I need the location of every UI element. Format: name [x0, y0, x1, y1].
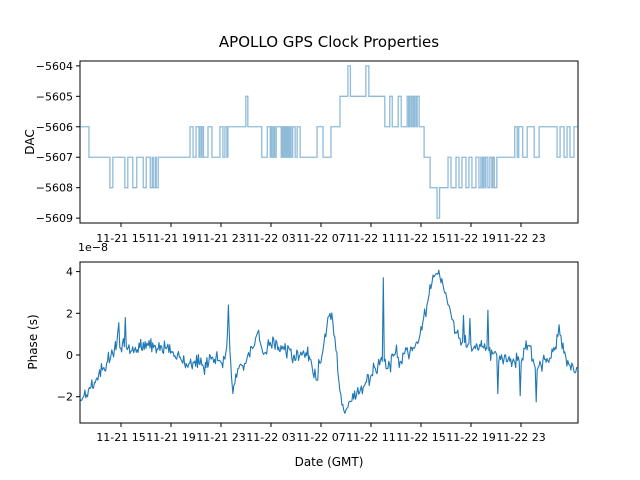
chart-title: APOLLO GPS Clock Properties	[218, 33, 440, 51]
bottom-axes-x-tick-label: 11-22 11	[346, 431, 395, 444]
bottom-axes-spine	[79, 261, 579, 424]
top-axes-x-tick-label: 11-22 23	[496, 232, 545, 245]
top-axes-spine	[79, 60, 579, 224]
dac-step-line	[80, 65, 578, 219]
phase-line	[79, 269, 579, 414]
date-axis-label: Date (GMT)	[294, 455, 364, 469]
top-axes-x-tick-label: 11-22 11	[346, 232, 395, 245]
top-axes-x-tick-label: 11-22 19	[446, 232, 495, 245]
bottom-axes-x-tick-label: 11-22 23	[496, 431, 545, 444]
bottom-axes-x-tick-label: 11-22 15	[396, 431, 445, 444]
top-axes-x-tick-label: 11-21 23	[196, 232, 245, 245]
top-axes-x-tick-label: 11-21 15	[96, 232, 145, 245]
top-axes-y-tick-label: −5607	[36, 151, 73, 164]
bottom-axes-y-tick-label: 0	[66, 349, 73, 362]
bottom-axes-x-tick-label: 11-22 19	[446, 431, 495, 444]
phase-axis-label: Phase (s)	[26, 314, 40, 370]
dac-axis-label: DAC	[23, 129, 37, 155]
top-axes-y-tick-label: −5609	[36, 212, 73, 225]
top-axes-y-tick-label: −5604	[36, 60, 73, 73]
bottom-axes-x-tick-label: 11-21 23	[196, 431, 245, 444]
bottom-axes-y-tick-label: −2	[57, 391, 73, 404]
bottom-axes-x-tick-label: 11-22 03	[246, 431, 295, 444]
bottom-axes-y-tick-label: 2	[66, 307, 73, 320]
bottom-axes-x-tick-label: 11-21 15	[96, 431, 145, 444]
bottom-axes-x-tick-label: 11-22 07	[296, 431, 345, 444]
bottom-axes-y-tick-label: 4	[66, 266, 73, 279]
bottom-axes-x-tick-label: 11-21 19	[146, 431, 195, 444]
top-axes-x-tick-label: 11-22 07	[296, 232, 345, 245]
top-axes-x-tick-label: 11-22 15	[396, 232, 445, 245]
top-axes-x-tick-label: 11-22 03	[246, 232, 295, 245]
top-axes-x-tick-label: 11-21 19	[146, 232, 195, 245]
top-axes-y-tick-label: −5608	[36, 182, 73, 195]
top-axes-y-tick-label: −5605	[36, 90, 73, 103]
top-axes-y-tick-label: −5606	[36, 121, 73, 134]
exponent-offset-label: 1e−8	[78, 241, 108, 254]
